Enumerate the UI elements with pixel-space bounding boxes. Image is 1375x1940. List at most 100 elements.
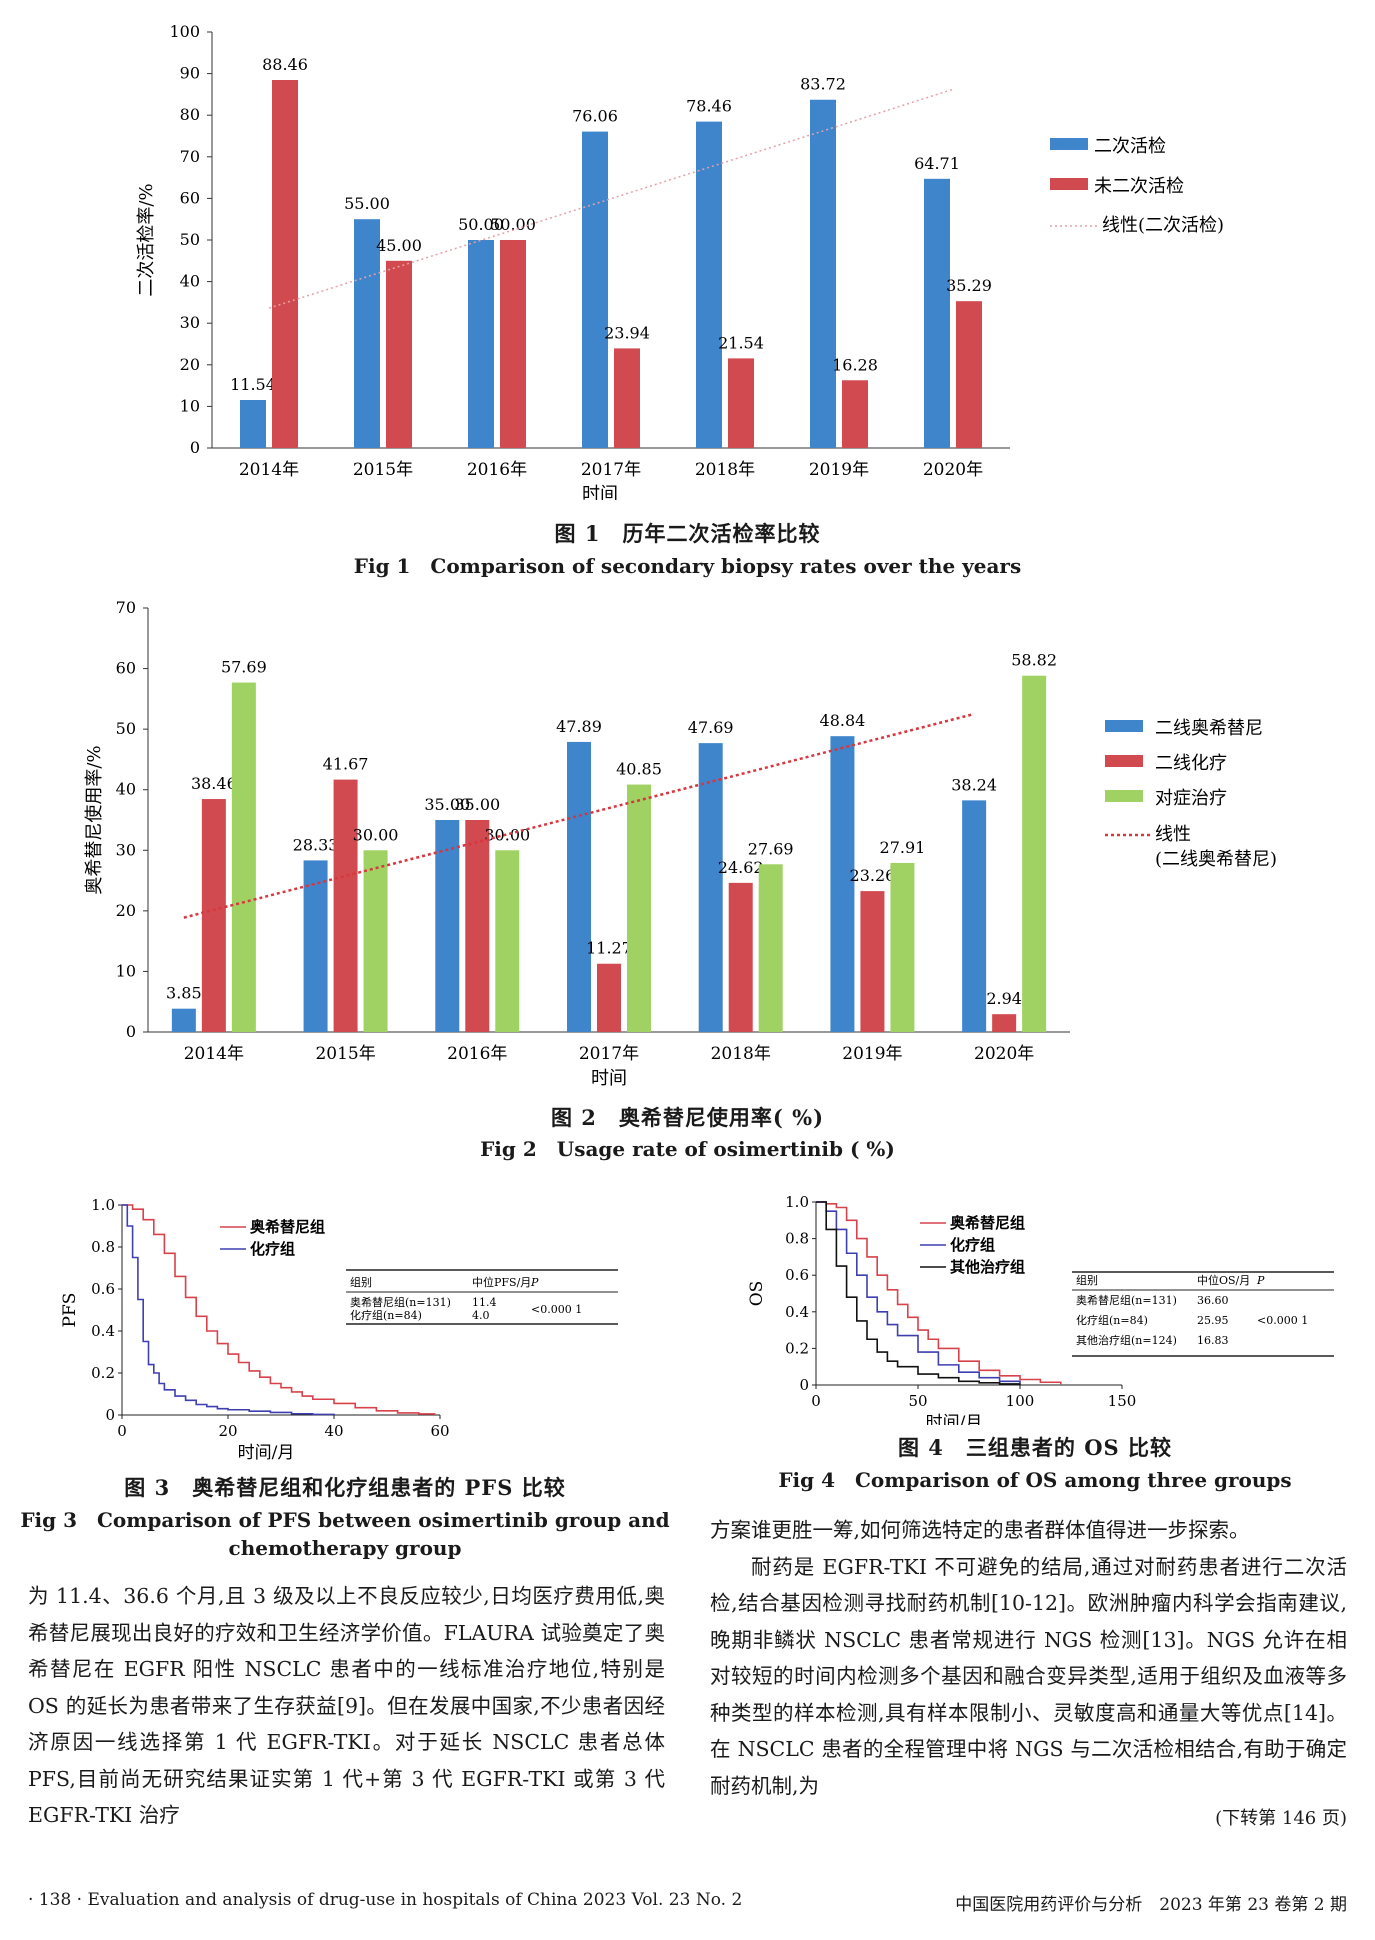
- figure-1-caption-en: Fig 1 Comparison of secondary biopsy rat…: [353, 554, 1022, 578]
- x-tick-label: 0: [811, 1392, 821, 1410]
- bar: [465, 820, 490, 1032]
- bar: [627, 784, 651, 1032]
- data-label: 50.00: [490, 215, 536, 234]
- bar: [333, 779, 358, 1032]
- data-label: 48.84: [820, 711, 866, 730]
- table-cell: 25.95: [1197, 1314, 1229, 1327]
- figure-1-bar-chart: 0 10 20 30 40 50 60 70 80 90 100 2014年 11.54 88.46 201…: [136, 22, 1224, 500]
- legend-label: 对症治疗: [1155, 788, 1227, 809]
- y-tick-label: 10: [116, 961, 136, 980]
- figure-1-caption-cn: 图 1 历年二次活检率比较: [554, 521, 821, 546]
- legend-label: 其他治疗组: [950, 1258, 1025, 1276]
- y-tick-label: 0: [126, 1022, 136, 1041]
- table-cell: 奥希替尼组(n=131): [1076, 1293, 1177, 1307]
- legend-swatch: [1105, 720, 1143, 732]
- data-label: 88.46: [262, 55, 308, 74]
- table-cell: <0.000 1: [1257, 1314, 1308, 1327]
- y-tick-label: 50: [180, 230, 200, 249]
- data-label: 78.46: [686, 97, 732, 116]
- data-label: 27.91: [880, 838, 926, 857]
- x-tick-label: 2015年: [315, 1044, 375, 1064]
- data-label: 83.72: [800, 75, 846, 94]
- figure-4-km-plot: 0 0.2 0.4 0.6 0.8 1.0 0 50 100 150 时间/月 OS 奥希替尼组化疗组其…: [747, 1193, 1334, 1425]
- figure-3-caption-en-2: chemotherapy group: [228, 1536, 462, 1560]
- data-label: 35.00: [424, 795, 470, 814]
- data-label: 45.00: [376, 236, 422, 255]
- bar: [201, 799, 226, 1032]
- y-tick-label: 20: [180, 355, 200, 374]
- x-tick-label: 2016年: [447, 1044, 507, 1064]
- y-tick-label: 0.2: [785, 1339, 809, 1357]
- y-tick-label: 10: [180, 396, 200, 415]
- table-cell: 化疗组(n=84): [1076, 1313, 1148, 1327]
- y-tick-label: 60: [116, 659, 136, 678]
- x-tick-label: 2020年: [923, 460, 983, 480]
- y-tick-label: 0.2: [91, 1364, 115, 1382]
- x-axis-title: 时间/月: [238, 1443, 295, 1463]
- bar: [956, 301, 982, 448]
- x-tick-label: 2018年: [711, 1044, 771, 1064]
- y-tick-label: 70: [180, 147, 200, 166]
- data-label: 76.06: [572, 107, 618, 126]
- data-label: 57.69: [221, 658, 267, 677]
- bar: [363, 850, 388, 1032]
- legend-label: 二次活检: [1094, 136, 1166, 157]
- y-tick-label: 80: [180, 105, 200, 124]
- y-tick-label: 20: [116, 901, 136, 920]
- data-label: 2.94: [986, 989, 1022, 1008]
- y-axis-title: OS: [747, 1281, 767, 1307]
- bar: [272, 80, 298, 448]
- y-tick-label: 1.0: [785, 1193, 809, 1211]
- figure-2-caption-en: Fig 2 Usage rate of osimertinib ( %): [480, 1137, 895, 1161]
- y-tick-label: 70: [116, 598, 136, 617]
- x-tick-label: 2018年: [695, 460, 755, 480]
- y-tick-label: 50: [116, 719, 136, 738]
- y-tick-label: 0: [190, 438, 200, 457]
- y-tick-label: 0.4: [91, 1322, 115, 1340]
- y-tick-label: 60: [180, 188, 200, 207]
- y-tick-label: 40: [116, 780, 136, 799]
- x-tick-label: 100: [1006, 1392, 1035, 1410]
- legend-swatch: [1050, 178, 1088, 190]
- data-label: 58.82: [1011, 651, 1057, 670]
- bar: [1022, 675, 1047, 1032]
- legend-swatch: [1105, 790, 1143, 802]
- bar: [842, 380, 868, 448]
- bar: [924, 178, 950, 448]
- data-label: 23.94: [604, 323, 650, 342]
- data-label: 38.46: [191, 774, 237, 793]
- x-tick-label: 150: [1108, 1392, 1137, 1410]
- y-tick-label: 0: [799, 1376, 809, 1394]
- bar: [582, 131, 608, 448]
- y-tick-label: 0.6: [785, 1266, 809, 1284]
- y-tick-label: 0.8: [785, 1230, 809, 1248]
- bar: [468, 240, 494, 448]
- legend-label: 化疗组: [250, 1240, 295, 1258]
- table-cell: <0.000 1: [531, 1303, 582, 1316]
- trend-line: [183, 712, 975, 919]
- left-text-column: 为 11.4、36.6 个月,且 3 级及以上不良反应较少,日均医疗费用低,奥希…: [28, 1578, 665, 1834]
- data-label: 11.54: [230, 375, 276, 394]
- bar: [830, 736, 855, 1032]
- bar: [728, 358, 754, 448]
- table-cell: 奥希替尼组(n=131): [350, 1295, 451, 1309]
- right-paragraph: 耐药是 EGFR-TKI 不可避免的结局,通过对耐药患者进行二次活检,结合基因检…: [710, 1554, 1347, 1798]
- legend-label: 线性: [1155, 824, 1191, 845]
- data-label: 64.71: [914, 154, 960, 173]
- footer-left: · 138 · Evaluation and analysis of drug-…: [28, 1890, 743, 1910]
- figure-3-caption-en-1: Fig 3 Comparison of PFS between osimerti…: [20, 1508, 670, 1532]
- bar: [386, 260, 412, 448]
- x-tick-label: 2019年: [842, 1044, 902, 1064]
- data-label: 23.26: [850, 866, 896, 885]
- data-label: 30.00: [484, 825, 530, 844]
- x-tick-label: 40: [324, 1422, 343, 1440]
- table-header: P: [530, 1276, 539, 1289]
- data-label: 11.27: [586, 939, 632, 958]
- bar: [696, 121, 722, 449]
- x-tick-label: 20: [218, 1422, 237, 1440]
- data-label: 28.33: [293, 835, 339, 854]
- km-curve: [816, 1201, 1021, 1384]
- x-tick-label: 2014年: [239, 460, 299, 480]
- data-label: 55.00: [344, 194, 390, 213]
- table-cell: 16.83: [1197, 1334, 1229, 1347]
